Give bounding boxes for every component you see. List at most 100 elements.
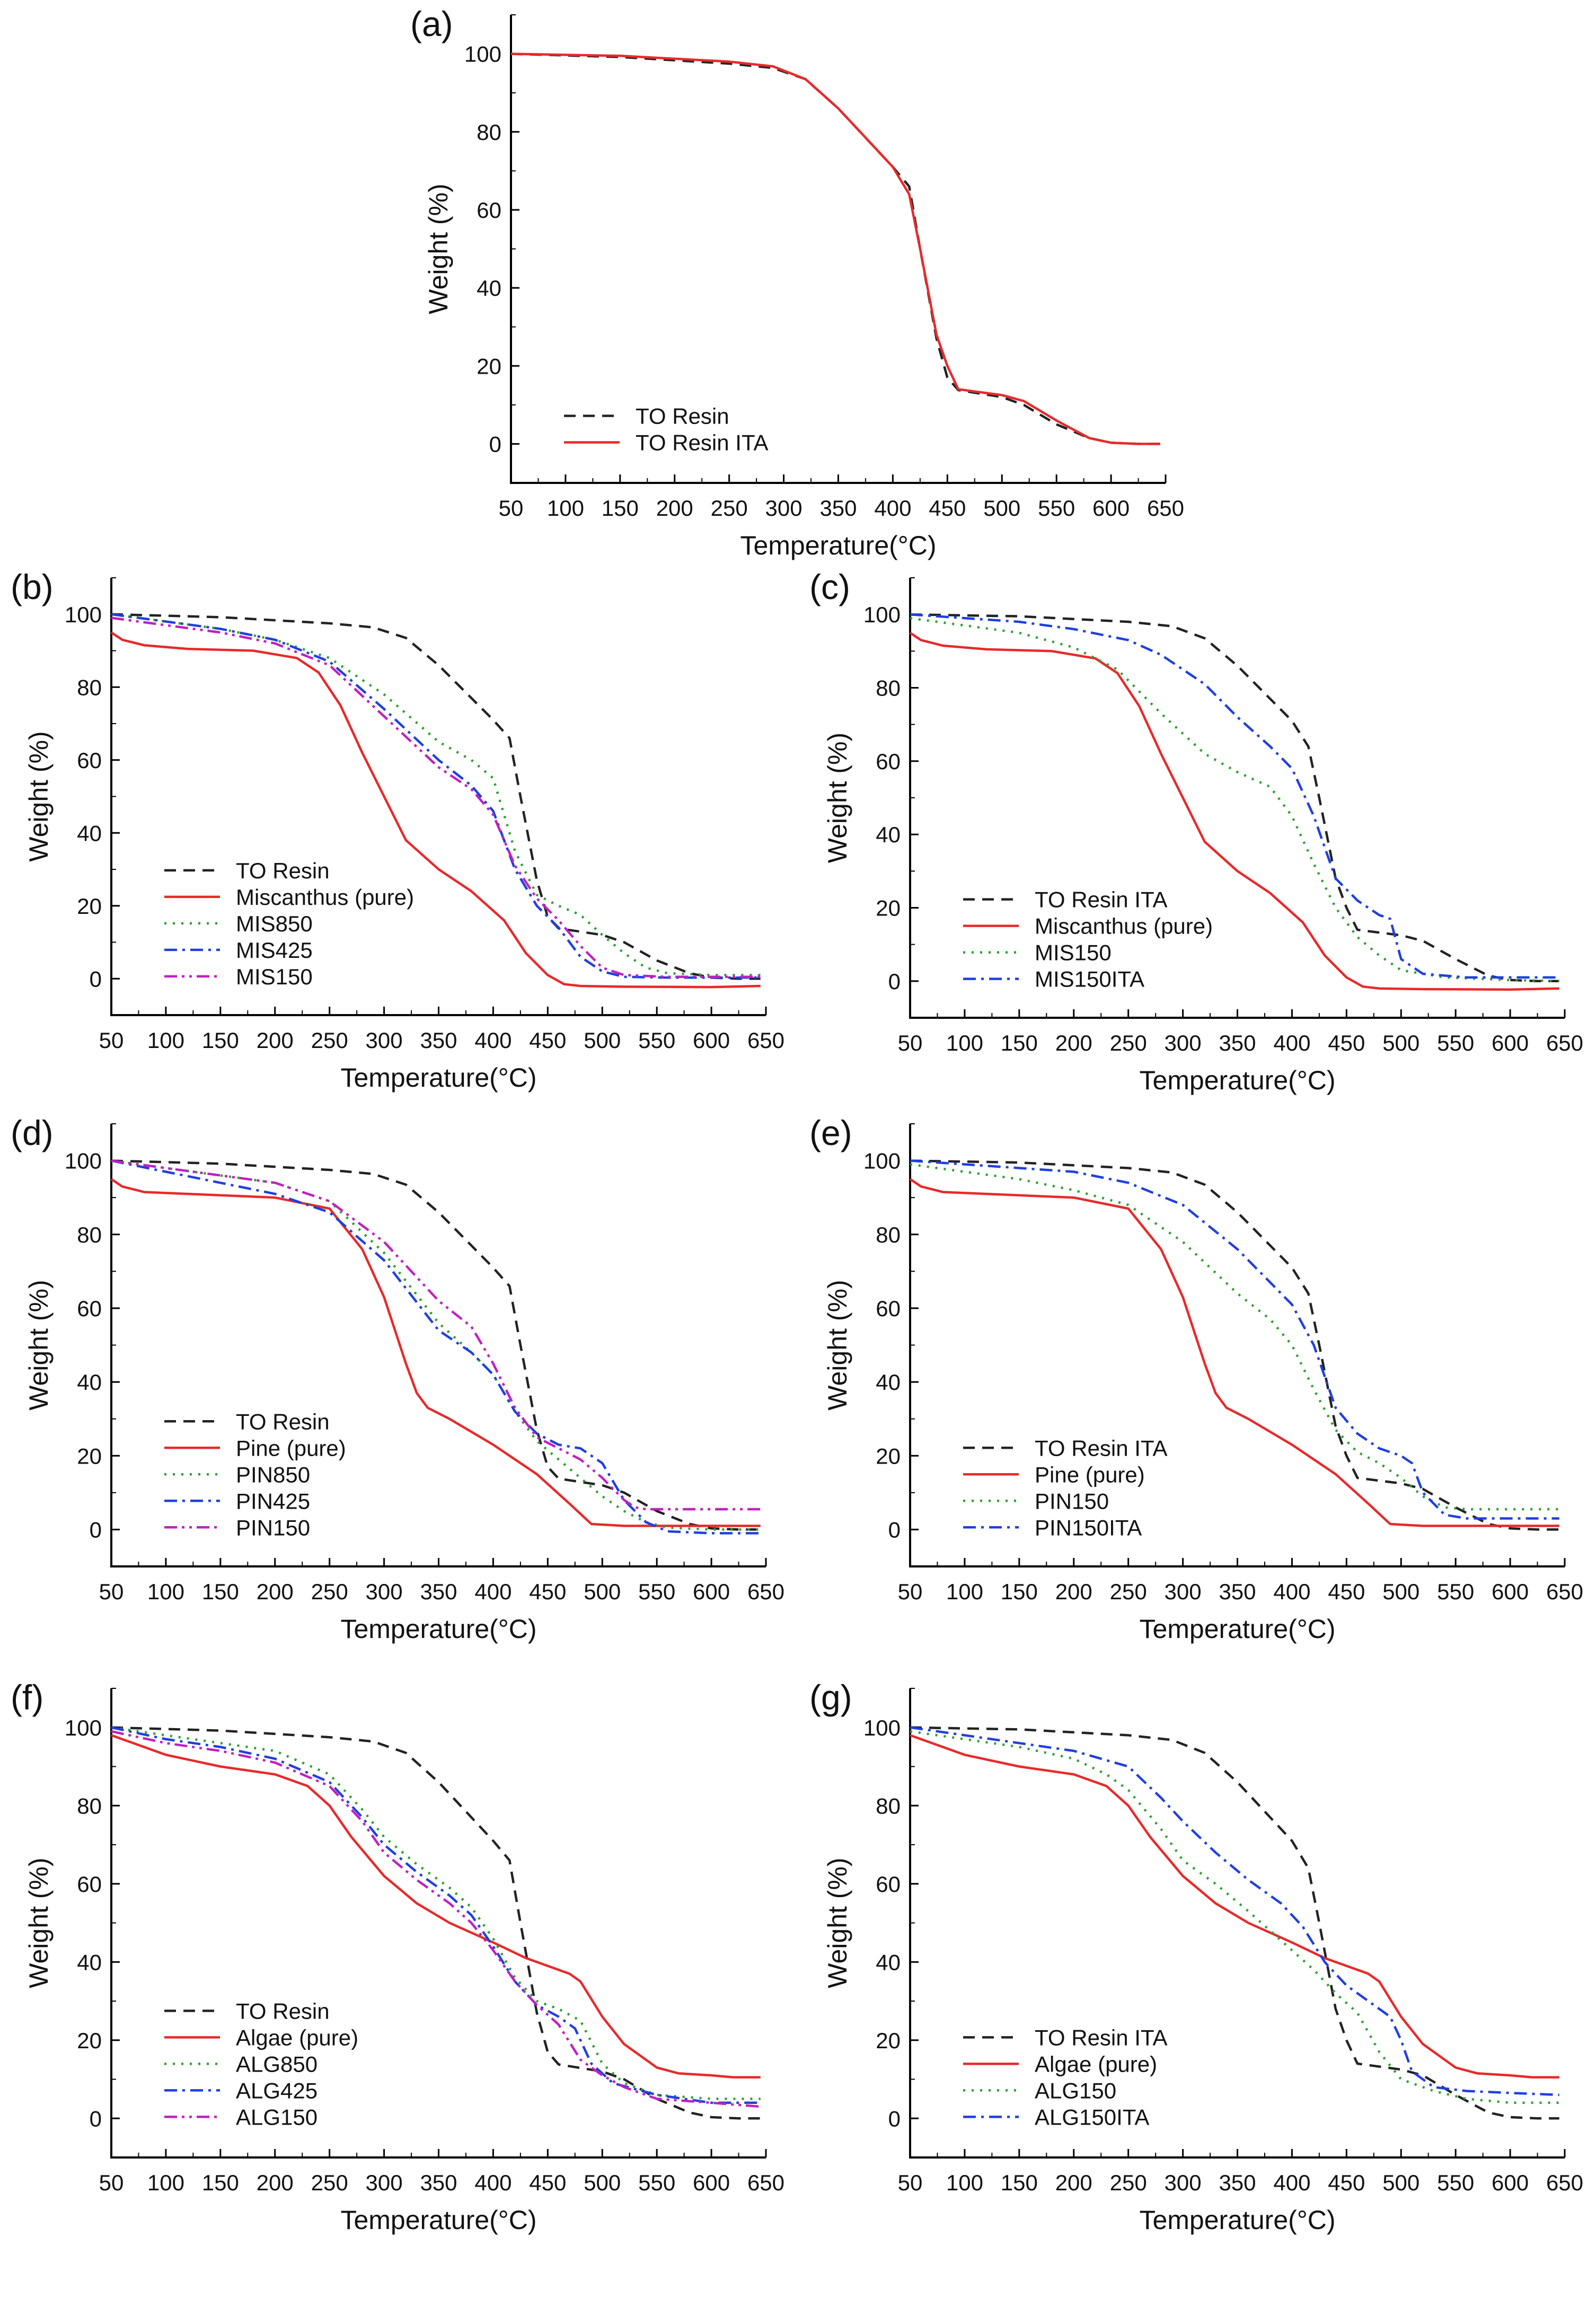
y-tick-label: 20 bbox=[876, 896, 901, 921]
x-tick-label: 450 bbox=[1328, 1579, 1365, 1604]
x-tick-label: 100 bbox=[547, 496, 584, 521]
x-tick-label: 600 bbox=[1492, 1030, 1529, 1055]
x-tick-label: 300 bbox=[1165, 2170, 1202, 2195]
x-tick-label: 250 bbox=[1110, 1030, 1147, 1055]
legend-label: TO Resin ITA bbox=[636, 430, 769, 455]
y-tick-label: 20 bbox=[77, 894, 102, 919]
y-tick-label: 0 bbox=[90, 1517, 102, 1542]
y-tick-label: 40 bbox=[876, 1950, 901, 1975]
x-tick-label: 400 bbox=[474, 2170, 512, 2195]
x-tick-label: 600 bbox=[1492, 1579, 1529, 1604]
x-tick-label: 350 bbox=[420, 1579, 457, 1604]
x-tick-label: 450 bbox=[529, 2170, 566, 2195]
x-axis-title: Temperature(°C) bbox=[740, 531, 936, 560]
y-tick-label: 20 bbox=[77, 2028, 102, 2053]
y-tick-label: 0 bbox=[489, 431, 501, 456]
x-tick-label: 150 bbox=[1001, 1030, 1038, 1055]
axes-frame bbox=[909, 578, 1565, 1019]
x-tick-label: 500 bbox=[584, 1028, 621, 1053]
series-line bbox=[111, 1734, 761, 2079]
x-tick-label: 300 bbox=[366, 2170, 403, 2195]
legend-label: TO Resin bbox=[236, 1998, 330, 2023]
y-tick-label: 40 bbox=[876, 822, 901, 847]
x-tick-label: 650 bbox=[1546, 2170, 1583, 2195]
y-tick-label: 100 bbox=[65, 1715, 102, 1740]
x-tick-label: 250 bbox=[311, 2170, 348, 2195]
series-line bbox=[111, 1730, 761, 2108]
x-tick-label: 150 bbox=[1001, 2170, 1038, 2195]
x-tick-label: 550 bbox=[1038, 496, 1075, 521]
series-line bbox=[111, 613, 761, 976]
panel-b: (b)50 100 150 200 250 300 350 400 450 500 550 600 65… bbox=[11, 567, 784, 1093]
y-tick-label: 20 bbox=[477, 354, 501, 378]
x-tick-label: 400 bbox=[1273, 1579, 1310, 1604]
x-tick-label: 100 bbox=[946, 1030, 983, 1055]
x-tick-label: 250 bbox=[311, 1579, 348, 1604]
series-line bbox=[910, 1159, 1559, 1531]
x-tick-label: 50 bbox=[99, 2170, 124, 2195]
x-tick-label: 550 bbox=[1437, 2170, 1474, 2195]
series-line bbox=[110, 631, 761, 989]
x-tick-label: 450 bbox=[1328, 1030, 1365, 1055]
y-tick-label: 80 bbox=[77, 1222, 102, 1247]
y-tick-label: 80 bbox=[77, 675, 102, 700]
x-tick-label: 550 bbox=[1437, 1579, 1474, 1604]
x-tick-label: 300 bbox=[366, 1028, 403, 1053]
y-tick-label: 60 bbox=[77, 1872, 102, 1897]
y-tick-label: 80 bbox=[876, 1793, 901, 1818]
y-tick-label: 80 bbox=[876, 1222, 901, 1247]
x-axis-title: Temperature(°C) bbox=[340, 1063, 536, 1093]
y-tick-label: 100 bbox=[464, 42, 501, 67]
x-tick-label: 300 bbox=[1165, 1030, 1202, 1055]
x-tick-label: 650 bbox=[747, 1028, 784, 1053]
x-tick-label: 50 bbox=[898, 1030, 923, 1055]
axes-frame bbox=[909, 1124, 1565, 1567]
series-line bbox=[510, 52, 1160, 445]
series-line bbox=[111, 1726, 761, 2120]
y-axis-title: Weight (%) bbox=[823, 733, 852, 863]
x-tick-label: 350 bbox=[1219, 1579, 1256, 1604]
x-tick-label: 500 bbox=[1382, 1579, 1419, 1604]
x-tick-label: 50 bbox=[898, 1579, 923, 1604]
legend-label: PIN425 bbox=[236, 1488, 310, 1513]
y-tick-label: 40 bbox=[77, 821, 102, 845]
y-axis-title: Weight (%) bbox=[24, 1857, 54, 1988]
x-tick-label: 550 bbox=[1437, 1030, 1474, 1055]
x-tick-label: 550 bbox=[638, 1028, 675, 1053]
x-tick-label: 650 bbox=[747, 1579, 784, 1604]
series-line bbox=[111, 613, 761, 980]
legend-label: ALG850 bbox=[236, 2051, 318, 2076]
panel-d: (d)50 100 150 200 250 300 350 400 450 500 550 600 65… bbox=[11, 1113, 784, 1644]
panel-label: (f) bbox=[11, 1678, 43, 1717]
y-tick-label: 60 bbox=[477, 198, 501, 223]
y-tick-label: 40 bbox=[876, 1370, 901, 1395]
x-tick-label: 600 bbox=[693, 2170, 730, 2195]
x-tick-label: 150 bbox=[202, 1028, 239, 1053]
x-tick-label: 650 bbox=[747, 2170, 784, 2195]
series-line bbox=[111, 1159, 761, 1511]
panel-label: (d) bbox=[11, 1113, 54, 1152]
legend-label: PIN150ITA bbox=[1035, 1515, 1142, 1540]
y-tick-label: 0 bbox=[888, 1517, 901, 1542]
series-line bbox=[110, 1178, 761, 1527]
x-tick-label: 100 bbox=[147, 1579, 184, 1604]
x-tick-label: 400 bbox=[1273, 1030, 1310, 1055]
x-tick-label: 50 bbox=[499, 496, 524, 521]
x-tick-label: 550 bbox=[638, 1579, 675, 1604]
y-tick-label: 80 bbox=[77, 1793, 102, 1818]
x-tick-label: 650 bbox=[1546, 1030, 1583, 1055]
panel-f: (f)50 100 150 200 250 300 350 400 450 500 550 600 65… bbox=[11, 1678, 784, 2235]
y-axis-title: Weight (%) bbox=[24, 731, 54, 861]
x-tick-label: 200 bbox=[656, 496, 693, 521]
x-tick-label: 450 bbox=[529, 1028, 566, 1053]
series-line bbox=[910, 1159, 1559, 1520]
y-tick-label: 0 bbox=[888, 969, 901, 994]
series-line bbox=[111, 1726, 761, 2100]
x-tick-label: 450 bbox=[929, 496, 966, 521]
x-tick-label: 300 bbox=[366, 1579, 403, 1604]
legend-label: Pine (pure) bbox=[1035, 1462, 1145, 1487]
